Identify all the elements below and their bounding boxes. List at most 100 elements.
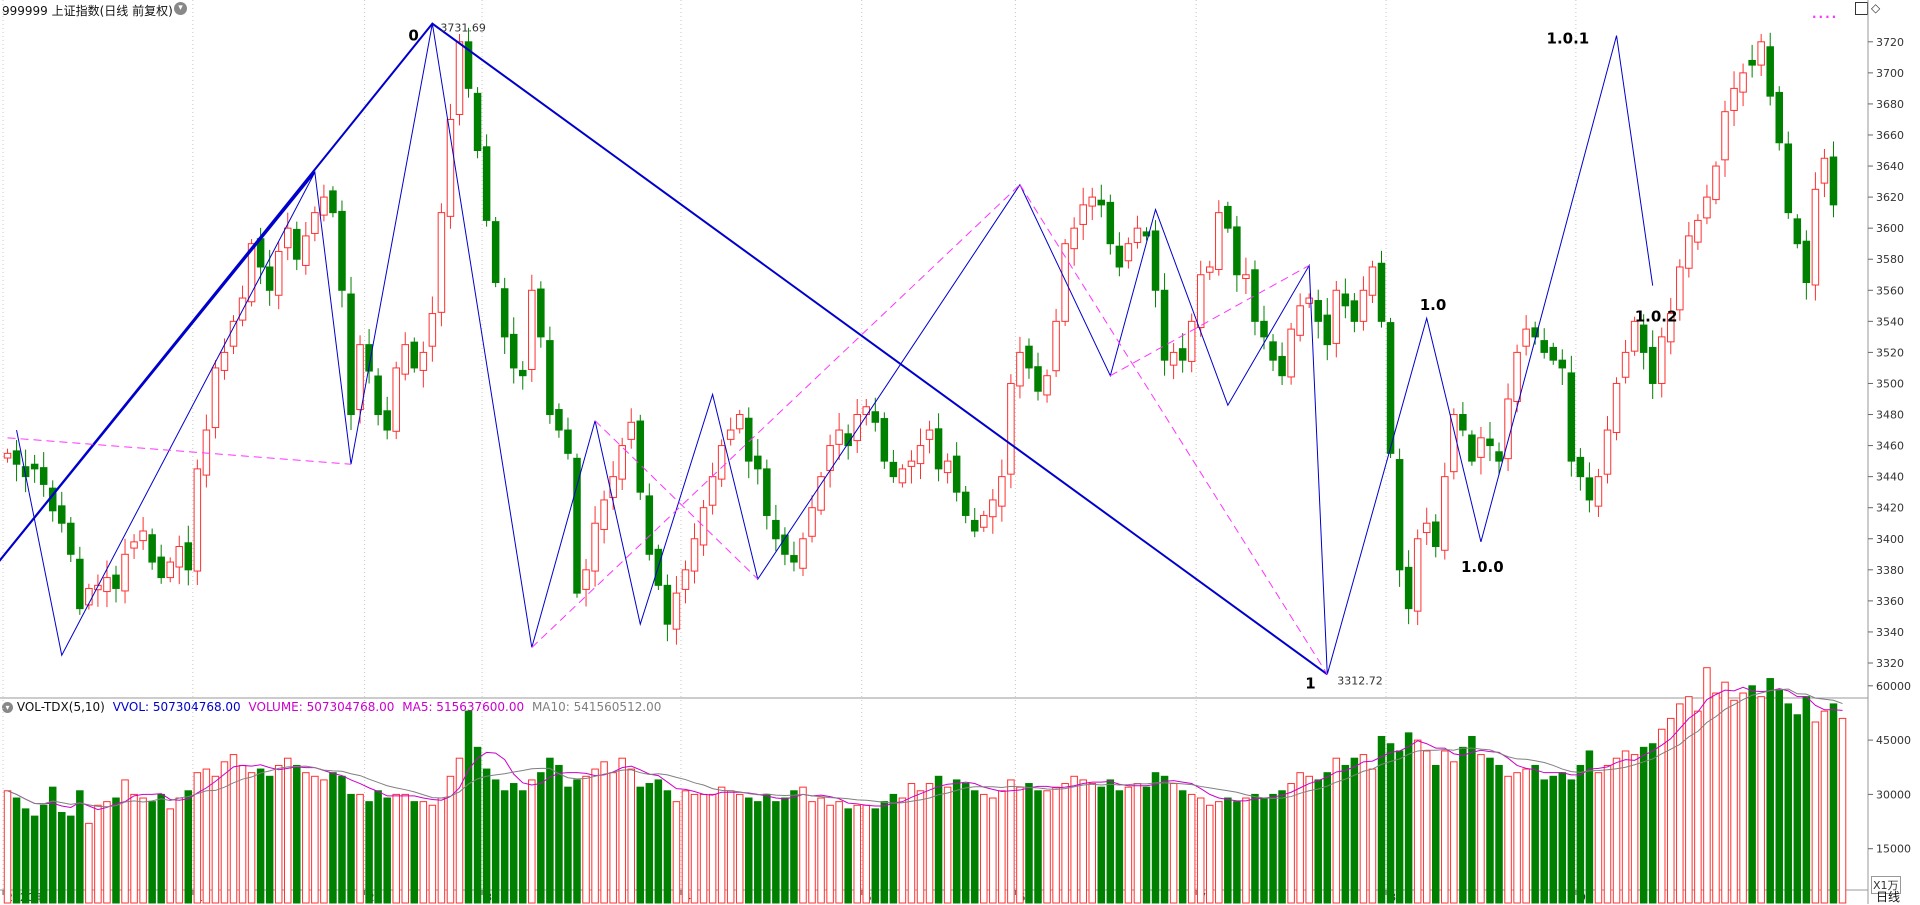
volume-bar-down (329, 772, 337, 904)
period-label[interactable]: 日线 (1876, 890, 1901, 904)
volume-bar-down (112, 797, 120, 904)
candle-down (844, 433, 852, 447)
legend-dots: ···· (1812, 10, 1839, 24)
candle-down (645, 495, 654, 555)
volume-bar-up (1721, 681, 1729, 904)
volume-bar-up (862, 804, 871, 904)
candle-up (121, 553, 129, 592)
candle-down (1585, 477, 1594, 501)
volume-bar-up (320, 779, 328, 904)
candle-up (1513, 351, 1521, 402)
candle-up (916, 445, 925, 465)
volume-bar-up (916, 790, 925, 904)
low-price-label: 3312.72 (1337, 674, 1383, 687)
volume-bar-down (58, 812, 66, 904)
volume-bar-down (573, 779, 581, 904)
candle-down (1350, 300, 1359, 322)
volume-bar-up (690, 793, 699, 904)
volume-bar-up (1621, 750, 1630, 904)
volume-bar-down (1251, 793, 1259, 904)
candle-up (103, 577, 111, 593)
candle-down (365, 344, 373, 372)
volume-bar-down (500, 790, 509, 904)
volume-bar-down (1160, 775, 1169, 904)
volume-bar-down (1395, 750, 1404, 904)
candle-up (455, 41, 464, 115)
candle-down (1142, 231, 1151, 237)
candle-down (67, 522, 75, 555)
volume-bar-up (356, 793, 364, 904)
volume-bar-up (726, 790, 735, 904)
candle-up (591, 522, 599, 572)
candle-down (12, 450, 21, 465)
volume-bar-down (1639, 746, 1648, 904)
volume-unit: X1万 (1871, 876, 1901, 894)
volume-bar-down (76, 790, 84, 904)
candle-down (1251, 269, 1259, 322)
candle-down (1486, 438, 1494, 447)
volume-bar-down (1793, 714, 1802, 904)
candle-up (238, 297, 247, 321)
volume-bar-up (311, 775, 319, 904)
candle-up (401, 344, 410, 375)
candle-up (392, 367, 400, 432)
volume-bar-down (934, 775, 943, 904)
y-tick-label: 3340 (1876, 626, 1904, 639)
volume-bar-down (754, 801, 762, 904)
volume-bar-down (1341, 764, 1350, 904)
y-tick-label: 3520 (1876, 346, 1904, 359)
volume-bar-up (1169, 783, 1178, 904)
volume-bar-up (211, 775, 220, 904)
candle-down (30, 463, 39, 470)
volume-bar-down (21, 808, 30, 904)
candle-down (636, 420, 645, 493)
candle-down (76, 558, 84, 610)
volume-bar-up (618, 757, 626, 904)
volume-bar-up (853, 804, 861, 904)
vol-y-tick-label: 15000 (1876, 843, 1911, 856)
diamond-icon[interactable]: ◇ (1871, 1, 1881, 15)
volume-bar-down (871, 808, 880, 904)
candle-down (1793, 218, 1802, 245)
candle-down (537, 288, 545, 338)
volume-bar-down (1233, 801, 1241, 904)
candle-down (754, 455, 762, 470)
volume-bar-down (464, 710, 473, 904)
volume-bar-up (1712, 692, 1720, 904)
candle-up (980, 514, 988, 528)
volume-bar-up (609, 772, 617, 904)
volume-bar-down (39, 804, 48, 904)
volume-bar-up (735, 793, 744, 904)
volume-bar-up (998, 790, 1006, 904)
candle-down (763, 468, 771, 516)
y-tick-label: 3440 (1876, 471, 1904, 484)
volume-collapse-icon[interactable]: ▾ (2, 702, 13, 713)
volume-bar-up (1368, 768, 1377, 904)
candle-up (437, 212, 446, 313)
candle-up (1811, 188, 1820, 286)
volume-bar-down (1025, 783, 1033, 904)
volume-bar-down (1178, 790, 1187, 904)
volume-bar-up (1133, 783, 1142, 904)
volume-bar-up (1206, 804, 1214, 904)
high-price-label: 3731.69 (440, 22, 486, 35)
volume-bar-up (1242, 797, 1250, 904)
candle-up (1016, 351, 1024, 387)
candle-up (1305, 297, 1313, 304)
wave-label: 1 (1305, 674, 1315, 692)
candle-down (1576, 456, 1585, 478)
candle-down (564, 429, 572, 454)
volume-bar-down (1386, 743, 1395, 904)
candle-up (229, 320, 238, 347)
candle-up (419, 351, 428, 371)
volume-bar-down (509, 783, 518, 904)
volume-bar-down (1404, 732, 1413, 904)
candle-down (184, 542, 193, 571)
volume-bar-down (383, 797, 391, 904)
candle-up (528, 289, 536, 370)
volume-bar-up (672, 801, 681, 904)
candle-up (3, 452, 12, 459)
volume-bar-up (1296, 772, 1304, 904)
chevron-down-icon[interactable]: ▾ (174, 2, 187, 15)
volume-bar-up (980, 793, 988, 904)
